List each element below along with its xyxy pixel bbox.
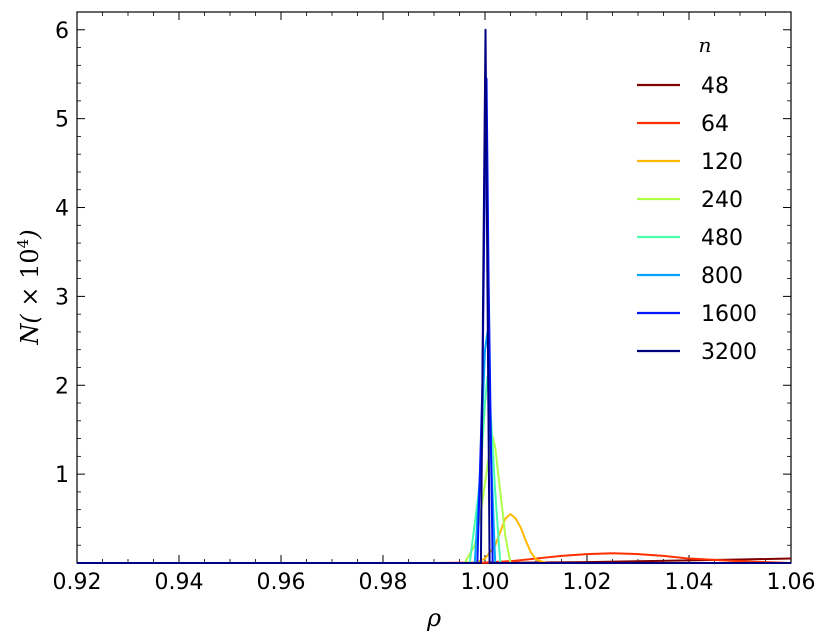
x-tick-label: 0.92 xyxy=(53,570,102,595)
series-line-120 xyxy=(77,513,791,564)
y-axis-label: N( × 104) xyxy=(14,229,44,345)
series-line-3200 xyxy=(77,28,791,564)
x-tick-label: 0.94 xyxy=(155,570,204,595)
x-tick-label: 0.98 xyxy=(359,570,408,595)
x-axis-label: ρ xyxy=(426,604,441,632)
y-tick-label: 5 xyxy=(55,108,69,133)
x-tick-label: 0.96 xyxy=(257,570,306,595)
series-line-240 xyxy=(77,435,791,564)
y-tick-label: 3 xyxy=(55,285,69,310)
y-tick-label: 1 xyxy=(55,463,69,488)
x-tick-label: 1.02 xyxy=(563,570,612,595)
tick-labels: 0.92 0.94 0.96 0.98 1.00 1.02 1.04 1.06 1 2 3 4 5 6 xyxy=(53,19,816,595)
legend: n 48 64 120 240 480 800 1600 3200 xyxy=(637,33,757,365)
legend-label: 240 xyxy=(701,188,743,213)
legend-label: 48 xyxy=(701,74,729,99)
y-tick-label: 2 xyxy=(55,374,69,399)
x-tick-label: 1.00 xyxy=(461,570,510,595)
series-line-1600 xyxy=(77,77,791,564)
legend-label: 64 xyxy=(701,112,729,137)
x-tick-label: 1.06 xyxy=(767,570,816,595)
x-tick-label: 1.04 xyxy=(665,570,714,595)
legend-label: 1600 xyxy=(701,302,757,327)
legend-label: 800 xyxy=(701,264,743,289)
series-line-800 xyxy=(77,330,791,564)
y-tick-label: 6 xyxy=(55,19,69,44)
plot-frame xyxy=(76,11,792,564)
legend-label: 120 xyxy=(701,150,743,175)
axis-ticks xyxy=(76,12,792,563)
series-lines xyxy=(77,28,792,564)
legend-title: n xyxy=(699,33,712,57)
series-line-480 xyxy=(77,375,791,564)
y-tick-label: 4 xyxy=(55,197,69,222)
legend-label: 3200 xyxy=(701,340,757,365)
legend-label: 480 xyxy=(701,226,743,251)
